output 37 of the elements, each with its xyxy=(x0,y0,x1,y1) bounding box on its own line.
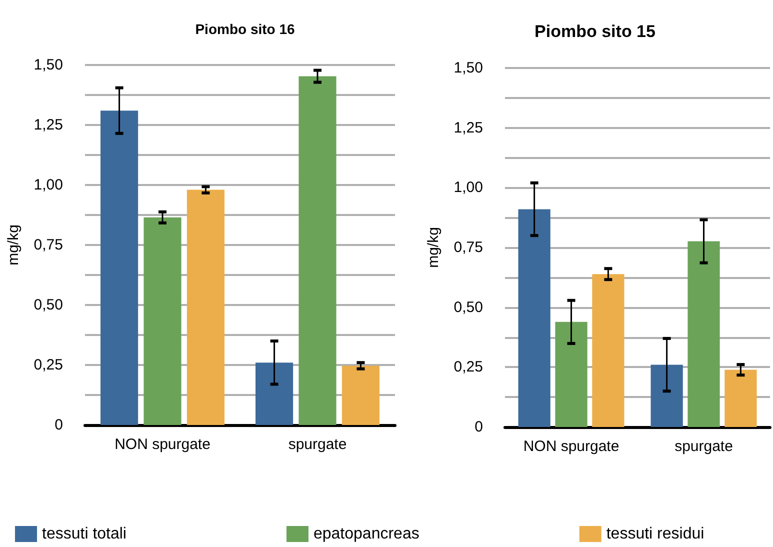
legend-label: epatopancreas xyxy=(313,526,420,542)
x-tick-label: NON spurgate xyxy=(523,438,620,455)
bar xyxy=(100,110,138,425)
bar xyxy=(724,370,757,427)
chart-title: Piombo sito 16 xyxy=(195,21,295,37)
y-tick-label: 0,75 xyxy=(34,236,63,254)
bar xyxy=(650,364,683,427)
bar xyxy=(688,241,720,427)
y-tick-label: 1,50 xyxy=(34,56,63,74)
y-tick-label: 0,50 xyxy=(34,296,63,314)
y-tick-label: 1,00 xyxy=(454,179,483,196)
y-axis-title: mg/kg xyxy=(5,224,22,266)
y-axis-title: mg/kg xyxy=(425,227,442,268)
y-tick-label: 0 xyxy=(54,416,63,434)
y-tick-label: 1,25 xyxy=(454,119,483,136)
y-tick-label: 0,50 xyxy=(454,298,483,316)
legend-label: tessuti totali xyxy=(42,526,126,542)
y-tick-label: 1,00 xyxy=(34,176,63,194)
bar xyxy=(342,366,380,425)
bar xyxy=(518,209,550,427)
y-tick-label: 1,50 xyxy=(454,60,483,76)
y-tick-label: 1,25 xyxy=(34,116,63,134)
y-tick-label: 0,75 xyxy=(454,239,483,256)
bar xyxy=(298,76,336,425)
y-tick-label: 0 xyxy=(474,418,483,436)
y-tick-label: 0,25 xyxy=(454,358,483,376)
bar xyxy=(555,322,588,427)
legend-label: tessuti residui xyxy=(606,526,704,542)
x-tick-label: spurgate xyxy=(674,438,733,455)
x-tick-label: spurgate xyxy=(288,436,347,453)
bar xyxy=(186,190,224,425)
bar xyxy=(144,217,182,425)
y-tick-label: 0,25 xyxy=(34,356,63,374)
chart-title: Piombo sito 15 xyxy=(534,22,656,41)
x-tick-label: NON spurgate xyxy=(114,436,210,453)
bar xyxy=(256,362,294,425)
bar xyxy=(592,274,624,427)
